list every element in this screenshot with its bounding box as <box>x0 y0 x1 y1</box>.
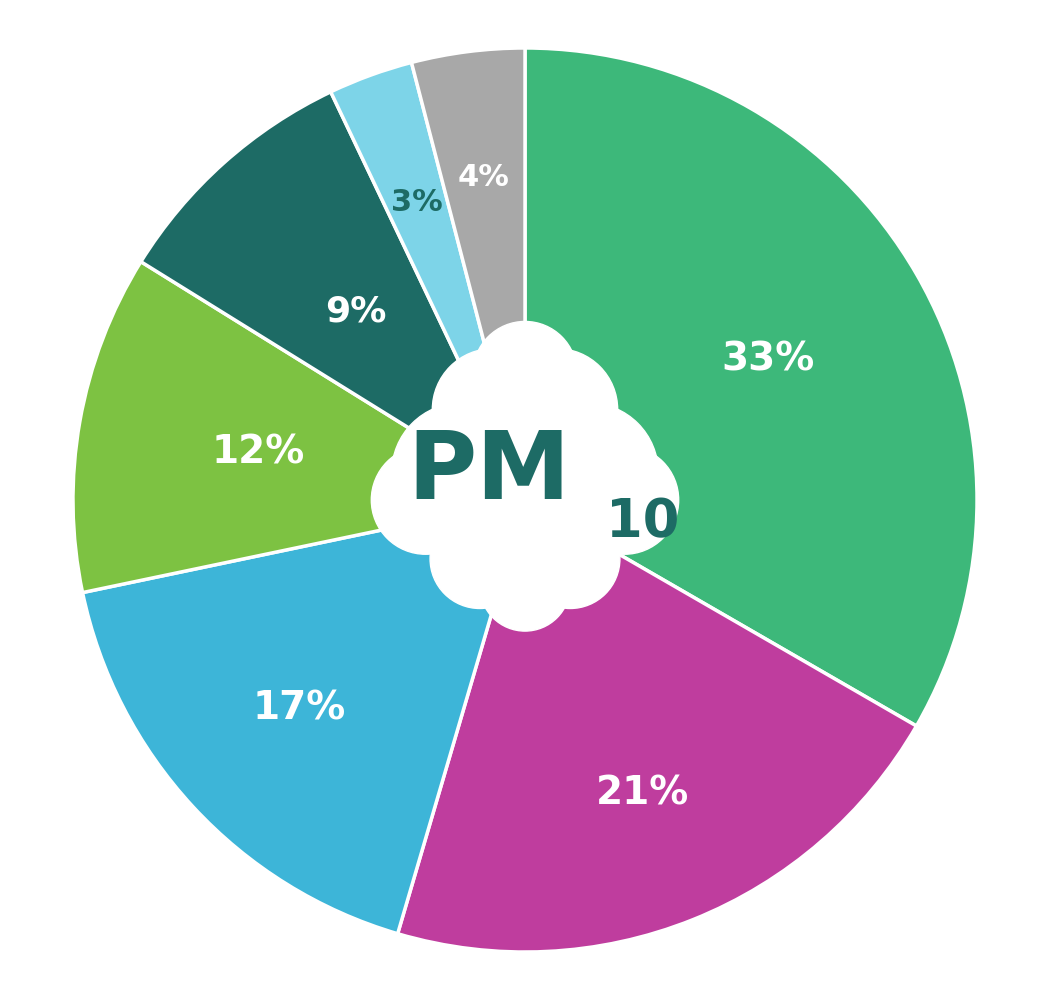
Circle shape <box>496 349 617 471</box>
Circle shape <box>472 321 578 425</box>
Circle shape <box>521 509 619 608</box>
Circle shape <box>430 509 529 608</box>
Circle shape <box>433 349 554 471</box>
Text: 33%: 33% <box>721 341 815 379</box>
Circle shape <box>480 541 570 631</box>
Circle shape <box>392 403 531 543</box>
Text: 12%: 12% <box>211 434 304 472</box>
Wedge shape <box>83 500 525 934</box>
Text: PM: PM <box>407 427 570 519</box>
Text: 10: 10 <box>606 497 679 549</box>
Circle shape <box>570 446 678 554</box>
Text: 4%: 4% <box>458 163 509 192</box>
Wedge shape <box>141 92 525 500</box>
Circle shape <box>519 403 658 543</box>
Text: 9%: 9% <box>326 294 386 328</box>
Text: 3%: 3% <box>391 188 443 217</box>
Wedge shape <box>525 48 976 726</box>
Wedge shape <box>398 500 917 952</box>
Circle shape <box>437 385 613 561</box>
Text: 17%: 17% <box>253 690 345 728</box>
Wedge shape <box>331 62 525 500</box>
Wedge shape <box>412 48 525 500</box>
Circle shape <box>372 446 480 554</box>
Wedge shape <box>74 262 525 593</box>
Text: 21%: 21% <box>596 775 689 813</box>
